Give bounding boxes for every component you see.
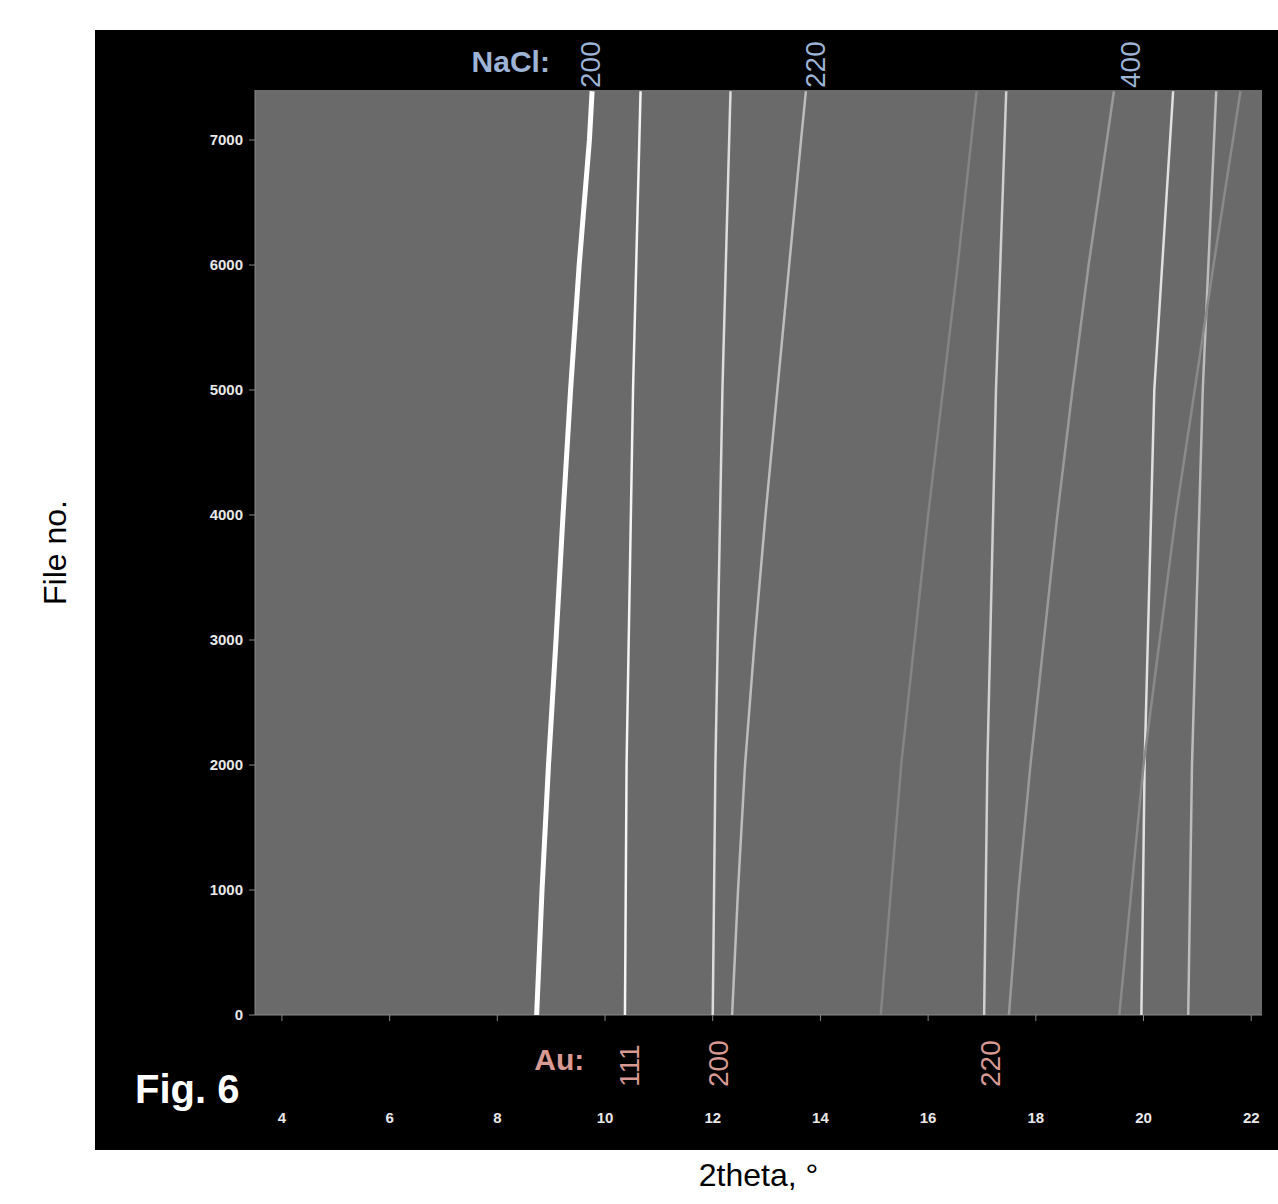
svg-text:Au:: Au: <box>534 1043 584 1076</box>
svg-text:400: 400 <box>1115 41 1146 88</box>
svg-text:4000: 4000 <box>210 506 243 523</box>
svg-text:2000: 2000 <box>210 756 243 773</box>
svg-text:NaCl:: NaCl: <box>472 45 550 78</box>
svg-text:18: 18 <box>1027 1109 1044 1126</box>
svg-text:7000: 7000 <box>210 131 243 148</box>
svg-text:220: 220 <box>975 1040 1006 1087</box>
svg-text:14: 14 <box>812 1109 829 1126</box>
svg-text:File no.: File no. <box>37 500 73 605</box>
svg-text:Fig. 6: Fig. 6 <box>135 1067 239 1111</box>
svg-text:3000: 3000 <box>210 631 243 648</box>
svg-text:111: 111 <box>614 1044 645 1087</box>
svg-text:22: 22 <box>1243 1109 1260 1126</box>
svg-text:16: 16 <box>920 1109 937 1126</box>
svg-text:220: 220 <box>800 41 831 88</box>
svg-text:0: 0 <box>235 1006 243 1023</box>
svg-text:10: 10 <box>597 1109 614 1126</box>
svg-text:12: 12 <box>704 1109 721 1126</box>
svg-text:6000: 6000 <box>210 256 243 273</box>
svg-text:200: 200 <box>575 41 606 88</box>
svg-text:20: 20 <box>1135 1109 1152 1126</box>
svg-text:4: 4 <box>278 1109 287 1126</box>
svg-text:2theta, °: 2theta, ° <box>699 1157 819 1193</box>
svg-text:8: 8 <box>493 1109 501 1126</box>
svg-text:1000: 1000 <box>210 881 243 898</box>
svg-text:6: 6 <box>385 1109 393 1126</box>
svg-text:5000: 5000 <box>210 381 243 398</box>
svg-text:200: 200 <box>703 1040 734 1087</box>
